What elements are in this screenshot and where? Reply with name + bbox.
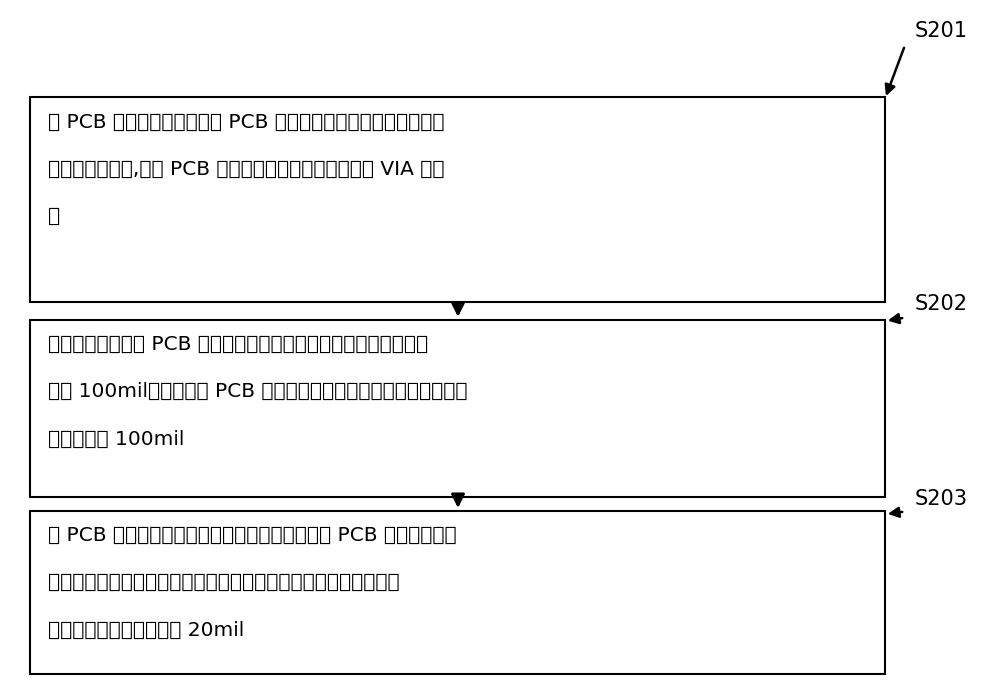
Text: 处电源面裸铜的直径；且螺丝垫片的直径小于电源面裸铜的直径的: 处电源面裸铜的直径；且螺丝垫片的直径小于电源面裸铜的直径的 [48,573,400,592]
Text: S202: S202 [915,295,968,314]
FancyBboxPatch shape [30,97,885,302]
Text: 距为 100mil；同时设置 PCB 板大电流连接处的电源面与同一叠层零: 距为 100mil；同时设置 PCB 板大电流连接处的电源面与同一叠层零 [48,382,468,401]
Text: 长度，且长度的差值大于 20mil: 长度，且长度的差值大于 20mil [48,621,244,639]
Text: S203: S203 [915,489,968,509]
Text: 在 PCB 板大电流连接处，将 PCB 板相邻叠层电源面的电源属性由: 在 PCB 板大电流连接处，将 PCB 板相邻叠层电源面的电源属性由 [48,113,444,131]
Text: 孔: 孔 [48,207,60,226]
Text: 将 PCB 板大电流连接处螺丝垫片的直径设置小于 PCB 板大电流连接: 将 PCB 板大电流连接处螺丝垫片的直径设置小于 PCB 板大电流连接 [48,526,457,545]
FancyBboxPatch shape [30,511,885,674]
FancyBboxPatch shape [30,320,885,497]
Text: 相斥修改为相同,并在 PCB 板大电流连接处周围设置若干 VIA 贯穿: 相斥修改为相同,并在 PCB 板大电流连接处周围设置若干 VIA 贯穿 [48,160,444,179]
Text: 在同一叠层，设置 PCB 板大电流连接处的电源面与相邻电源面的间: 在同一叠层，设置 PCB 板大电流连接处的电源面与相邻电源面的间 [48,335,428,354]
Text: S201: S201 [915,22,968,41]
Text: 件的间距为 100mil: 件的间距为 100mil [48,430,184,448]
